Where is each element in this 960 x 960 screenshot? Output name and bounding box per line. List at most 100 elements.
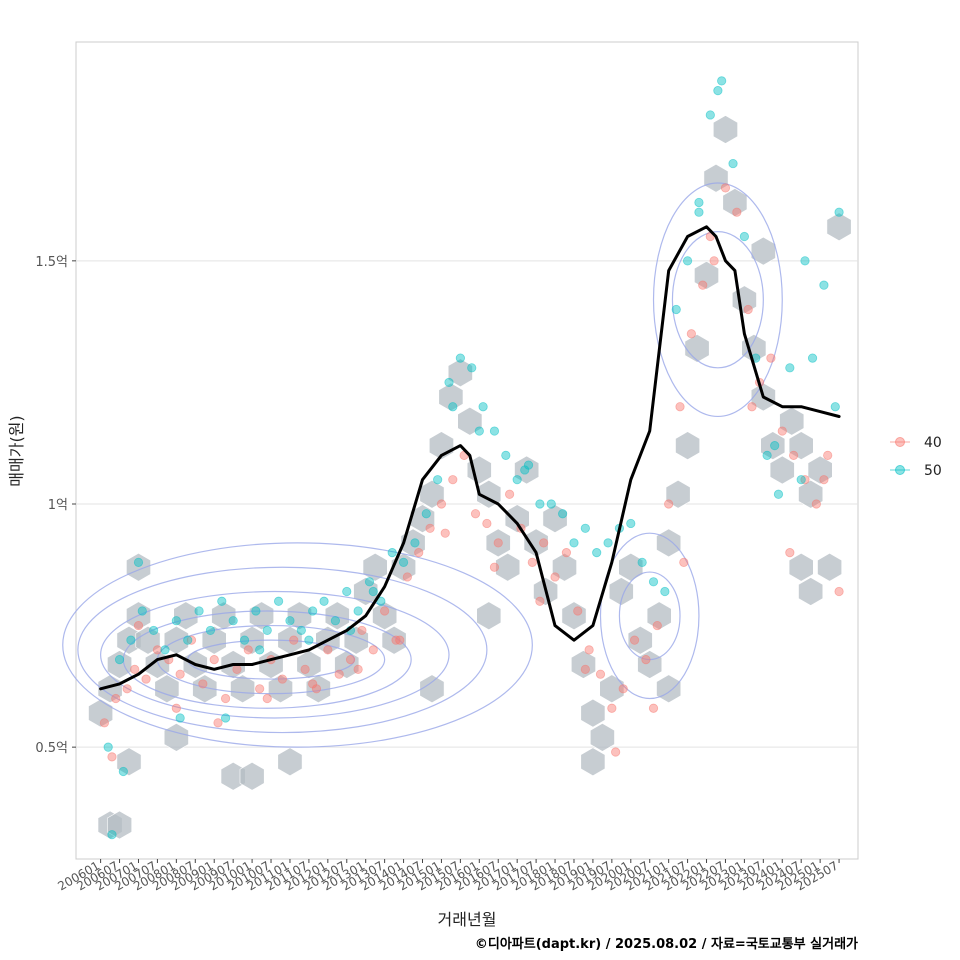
point-series-40	[561, 548, 572, 558]
point-series-40	[675, 402, 685, 412]
point-series-50	[160, 645, 170, 655]
point-series-50	[770, 441, 780, 451]
point-series-50	[255, 645, 265, 655]
hex-bin	[126, 552, 151, 582]
point-series-50	[773, 489, 784, 499]
legend-key-40	[895, 437, 905, 447]
point-series-50	[489, 426, 500, 436]
point-series-50	[455, 353, 465, 363]
hex-bin	[324, 601, 350, 631]
hex-bin	[268, 674, 293, 704]
point-series-40	[308, 679, 318, 689]
hex-bin	[447, 358, 473, 388]
point-series-40	[345, 655, 356, 665]
point-series-40	[679, 557, 689, 567]
point-series-50	[467, 363, 477, 373]
point-series-50	[183, 635, 193, 645]
point-series-40	[107, 752, 117, 762]
point-series-40	[198, 679, 208, 689]
point-series-50	[682, 256, 693, 266]
density-contour	[77, 566, 488, 734]
point-series-40	[209, 655, 219, 665]
hex-bin	[419, 674, 445, 704]
point-series-40	[595, 669, 606, 679]
point-series-50	[830, 402, 840, 412]
point-series-40	[686, 329, 696, 339]
point-series-50	[342, 586, 352, 597]
point-series-50	[296, 625, 306, 636]
point-series-50	[762, 450, 772, 460]
point-series-40	[277, 674, 287, 684]
y-tick-label: 0.5억	[35, 741, 68, 756]
point-series-40	[186, 635, 197, 645]
hex-bin	[192, 674, 218, 704]
point-series-50	[387, 548, 397, 558]
hex-layer	[88, 115, 852, 840]
density-contour	[62, 542, 533, 748]
point-series-40	[823, 450, 833, 460]
point-series-50	[694, 207, 704, 217]
hex-bin	[305, 674, 331, 704]
hex-bin	[334, 650, 360, 679]
point-series-40	[122, 684, 132, 694]
point-series-40	[111, 693, 121, 704]
caption: ©디아파트(dapt.kr) / 2025.08.02 / 자료=국토교통부 실…	[475, 936, 858, 952]
point-series-40	[262, 693, 272, 704]
point-series-50	[274, 596, 284, 606]
point-series-40	[99, 718, 110, 728]
hex-bin	[788, 552, 814, 582]
y-tick-label: 1.5억	[35, 255, 68, 270]
point-series-40	[300, 664, 310, 674]
hex-bin	[788, 431, 814, 460]
point-series-50	[569, 538, 579, 548]
y-axis: 0.5억 1억 1.5억	[35, 255, 76, 756]
hex-bin	[769, 455, 795, 485]
point-series-50	[421, 509, 431, 519]
point-series-50	[175, 713, 185, 723]
point-series-50	[637, 557, 647, 567]
point-series-40	[641, 655, 651, 665]
hex-bin	[561, 601, 587, 631]
point-series-40	[629, 635, 640, 645]
point-series-40	[720, 183, 731, 193]
point-series-40	[220, 693, 231, 704]
point-series-50	[648, 577, 659, 587]
point-series-50	[558, 509, 568, 519]
point-series-50	[717, 76, 727, 86]
point-series-40	[357, 625, 367, 636]
point-series-40	[652, 620, 662, 631]
point-series-40	[171, 703, 181, 713]
point-series-50	[304, 635, 314, 645]
point-series-50	[149, 625, 159, 636]
hex-bin	[88, 698, 113, 728]
point-series-50	[448, 402, 458, 412]
point-series-50	[353, 606, 363, 616]
point-series-40	[732, 207, 742, 217]
point-series-40	[819, 475, 829, 485]
point-series-40	[232, 664, 242, 674]
point-series-50	[220, 713, 231, 723]
hex-bin	[277, 747, 303, 777]
contour-layer	[62, 182, 783, 748]
point-series-40	[743, 304, 753, 315]
point-series-50	[728, 158, 738, 169]
hex-bin	[589, 723, 615, 752]
point-series-50	[133, 557, 144, 567]
point-layer	[99, 76, 844, 840]
point-series-40	[133, 620, 144, 631]
point-series-50	[330, 616, 341, 626]
point-series-40	[747, 402, 757, 412]
hex-bin	[798, 479, 824, 509]
point-series-50	[819, 280, 829, 290]
point-series-50	[474, 426, 484, 436]
hex-bin	[239, 761, 265, 791]
point-series-50	[834, 207, 844, 217]
point-series-40	[573, 606, 583, 616]
hex-bin	[353, 577, 379, 606]
density-contour	[599, 532, 700, 700]
hex-bin	[372, 601, 398, 631]
density-contour	[652, 182, 783, 418]
point-series-50	[398, 557, 409, 567]
point-series-50	[228, 616, 238, 626]
